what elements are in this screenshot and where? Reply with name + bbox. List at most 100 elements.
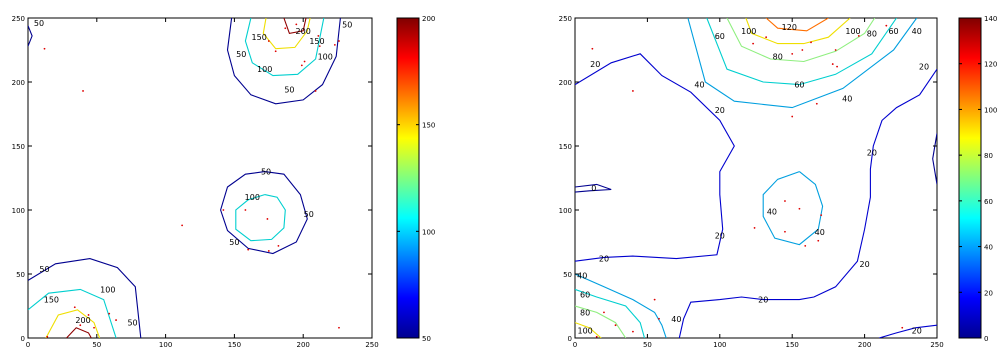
- sample-point: [836, 65, 838, 68]
- contour-label: 40: [671, 315, 681, 324]
- colorbar-tick-label: 120: [984, 61, 997, 69]
- contour-label: 20: [758, 296, 768, 305]
- contour-line-100: [575, 322, 602, 338]
- sample-point: [791, 115, 794, 118]
- sample-point: [798, 207, 801, 210]
- x-tick-label: 0: [573, 341, 577, 347]
- colorbar-tick-label: 100: [984, 106, 997, 114]
- sample-point: [244, 209, 247, 211]
- contour-label: 50: [229, 238, 239, 247]
- contour-label: 60: [580, 290, 590, 299]
- sample-point: [595, 335, 598, 338]
- contour-label: 100: [318, 52, 333, 61]
- sample-point: [93, 326, 95, 329]
- contour-label: 80: [867, 29, 877, 38]
- contour-lines: [28, 18, 341, 338]
- contour-label: 100: [845, 27, 860, 36]
- sample-point: [834, 49, 837, 51]
- contour-label: 20: [919, 63, 929, 72]
- y-tick-label: 50: [16, 271, 25, 279]
- x-tick-label: 200: [858, 341, 871, 347]
- y-tick-label: 250: [12, 15, 25, 23]
- sample-point: [857, 35, 860, 37]
- sample-point: [804, 244, 807, 247]
- contour-label: 100: [257, 65, 272, 74]
- sample-point: [338, 326, 340, 329]
- contour-label: 40: [577, 271, 587, 280]
- sample-point: [784, 200, 786, 202]
- contour-label: 20: [860, 260, 870, 269]
- contour-line-50: [226, 18, 341, 105]
- contour-line-100: [235, 194, 286, 242]
- contour-line-80: [726, 18, 876, 63]
- contour-panel-1: 5050150200150100501005050100505050100150…: [12, 15, 436, 349]
- contour-line-100: [28, 288, 117, 338]
- contour-label: 50: [127, 319, 137, 328]
- contour-line-40: [762, 171, 824, 246]
- sample-point: [181, 224, 184, 227]
- sample-points: [591, 24, 904, 338]
- y-tick-label: 0: [21, 335, 25, 343]
- x-tick-label: 150: [786, 341, 799, 347]
- contour-label: 50: [236, 50, 246, 59]
- sample-point: [46, 335, 49, 338]
- contour-lines: [575, 18, 937, 338]
- y-tick-label: 150: [12, 143, 25, 151]
- contour-label: 50: [342, 20, 352, 29]
- contour-label: 20: [715, 232, 725, 241]
- colorbar: 50 100 150 200: [396, 15, 435, 343]
- y-tick-label: 200: [12, 79, 25, 87]
- sample-point: [266, 218, 269, 220]
- sample-point: [653, 298, 656, 301]
- contour-line-150: [262, 18, 311, 50]
- contour-label: 50: [304, 210, 314, 219]
- contour-label: 60: [794, 81, 804, 90]
- sample-point: [791, 52, 794, 55]
- contour-line-40: [575, 273, 667, 338]
- contour-line-20: [575, 53, 735, 262]
- sample-point: [82, 90, 84, 92]
- sample-point: [79, 324, 82, 327]
- colorbar-tick-label: 150: [422, 122, 435, 130]
- contour-label: 100: [100, 285, 115, 294]
- sample-point: [815, 102, 818, 105]
- y-tick-label: 0: [568, 335, 572, 343]
- sample-point: [810, 41, 812, 44]
- contour-label: 50: [34, 19, 44, 28]
- sample-point: [73, 306, 76, 309]
- contour-label: 60: [888, 27, 898, 36]
- contour-label: 20: [590, 60, 600, 69]
- contour-line-0: [932, 133, 937, 185]
- sample-point: [831, 63, 834, 65]
- contour-label: 40: [815, 228, 825, 237]
- contour-label: 80: [580, 308, 590, 317]
- sample-point: [318, 45, 321, 48]
- sample-point: [753, 227, 756, 229]
- sample-point: [300, 64, 303, 67]
- contour-line-60: [706, 18, 897, 86]
- contour-label: 100: [741, 27, 756, 36]
- x-tick-label: 0: [26, 341, 30, 347]
- sample-point: [765, 36, 768, 39]
- colorbar-gradient: [396, 17, 420, 339]
- contour-line-200: [283, 18, 307, 35]
- sample-point: [247, 248, 250, 251]
- colorbar-tick-label: 40: [984, 244, 993, 252]
- contour-line-80: [575, 305, 627, 338]
- colorbar-gradient: [958, 17, 982, 339]
- contour-label: 150: [44, 296, 59, 305]
- x-tick-label: 100: [159, 341, 172, 347]
- contour-label: 40: [842, 95, 852, 104]
- contour-line-20: [678, 68, 937, 338]
- x-tick-label: 150: [228, 341, 241, 347]
- sample-points: [43, 23, 340, 338]
- contour-label: 50: [39, 265, 49, 274]
- sample-point: [274, 50, 277, 53]
- contour-label: 0: [591, 184, 596, 193]
- x-tick-label: 250: [365, 341, 378, 347]
- contour-label: 200: [75, 316, 90, 325]
- sample-point: [115, 319, 117, 321]
- x-tick-label: 200: [297, 341, 310, 347]
